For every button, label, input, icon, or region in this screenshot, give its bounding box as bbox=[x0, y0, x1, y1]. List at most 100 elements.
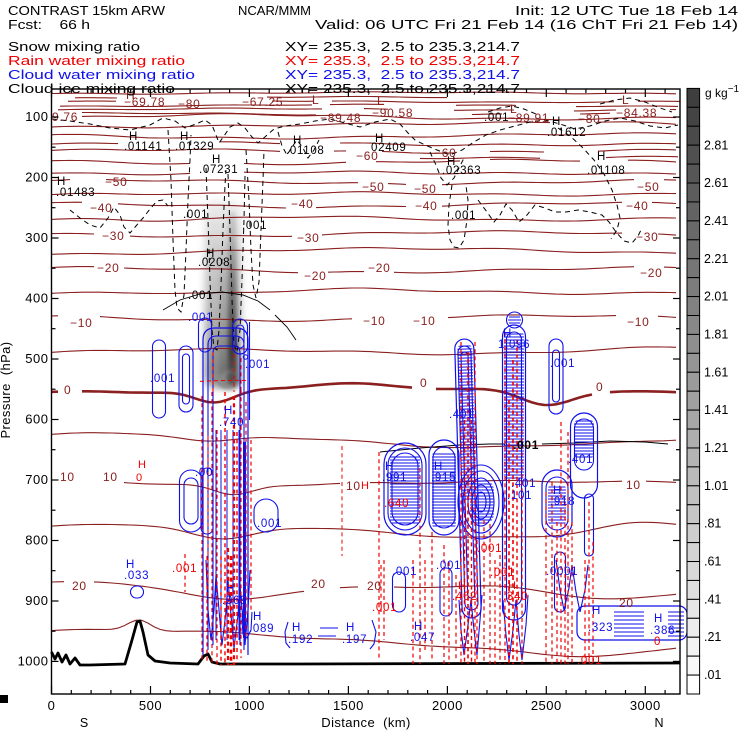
svg-text:2000: 2000 bbox=[432, 698, 463, 713]
svg-text:−89.91: −89.91 bbox=[508, 111, 549, 125]
svg-text:.991: .991 bbox=[382, 472, 407, 484]
svg-text:−40: −40 bbox=[90, 201, 112, 215]
svg-text:200: 200 bbox=[25, 170, 48, 185]
svg-text:H: H bbox=[503, 328, 512, 340]
svg-text:Fcst: 66 h: Fcst: 66 h bbox=[8, 17, 90, 32]
svg-text:Valid: 06 UTC Fri 21 Feb 14 (1: Valid: 06 UTC Fri 21 Feb 14 (16 ChT Fri … bbox=[315, 17, 738, 32]
svg-text:XY= 235.3, 2.5 to 235.3,214.7: XY= 235.3, 2.5 to 235.3,214.7 bbox=[285, 67, 520, 82]
svg-text:.462: .462 bbox=[452, 591, 477, 603]
svg-text:1.096: 1.096 bbox=[498, 339, 530, 351]
svg-text:Rain water mixing ratio: Rain water mixing ratio bbox=[8, 53, 185, 68]
svg-text:.918: .918 bbox=[550, 496, 575, 508]
svg-text:.21: .21 bbox=[704, 630, 721, 644]
svg-text:.00: .00 bbox=[195, 467, 213, 479]
svg-text:−10: −10 bbox=[413, 314, 435, 328]
svg-text:.0001: .0001 bbox=[546, 566, 578, 578]
svg-text:−69.78: −69.78 bbox=[124, 95, 165, 109]
svg-text:0: 0 bbox=[136, 472, 143, 484]
svg-text:−80: −80 bbox=[578, 112, 600, 126]
svg-text:600: 600 bbox=[25, 412, 48, 427]
svg-text:XY= 235.3, 2.5 to 235.3,214.7: XY= 235.3, 2.5 to 235.3,214.7 bbox=[285, 53, 520, 68]
svg-text:H: H bbox=[592, 605, 601, 617]
svg-text:−50: −50 bbox=[105, 175, 127, 189]
svg-text:−60: −60 bbox=[434, 146, 456, 160]
svg-text:.401: .401 bbox=[568, 454, 593, 466]
svg-text:20: 20 bbox=[367, 579, 382, 593]
svg-text:Snow mixing ratio: Snow mixing ratio bbox=[8, 39, 140, 54]
svg-text:H: H bbox=[597, 151, 606, 163]
svg-text:−67.25: −67.25 bbox=[242, 95, 283, 109]
svg-text:H: H bbox=[206, 248, 215, 260]
svg-text:.192: .192 bbox=[288, 634, 313, 646]
svg-text:−50: −50 bbox=[414, 182, 436, 196]
svg-text:.089: .089 bbox=[249, 623, 274, 635]
svg-text:−40: −40 bbox=[626, 199, 648, 213]
svg-text:.0208: .0208 bbox=[198, 257, 230, 269]
svg-text:H: H bbox=[552, 116, 561, 128]
svg-text:L: L bbox=[622, 93, 629, 107]
svg-text:400: 400 bbox=[25, 291, 48, 306]
svg-text:100: 100 bbox=[25, 109, 48, 124]
svg-text:.001: .001 bbox=[242, 220, 267, 232]
svg-text:.001: .001 bbox=[477, 543, 502, 555]
svg-text:10: 10 bbox=[346, 479, 361, 493]
svg-text:−40: −40 bbox=[291, 197, 313, 211]
svg-text:10: 10 bbox=[626, 478, 641, 492]
svg-text:.001: .001 bbox=[577, 655, 602, 667]
svg-text:−20: −20 bbox=[304, 269, 326, 283]
svg-text:1.21: 1.21 bbox=[704, 441, 728, 455]
svg-text:N: N bbox=[654, 716, 663, 730]
svg-text:.81: .81 bbox=[704, 517, 721, 531]
svg-text:.001: .001 bbox=[490, 567, 515, 579]
svg-text:700: 700 bbox=[25, 472, 48, 487]
svg-text:.001: .001 bbox=[451, 210, 476, 222]
svg-text:H: H bbox=[226, 583, 235, 595]
svg-text:−20: −20 bbox=[640, 266, 662, 280]
svg-text:10: 10 bbox=[103, 470, 118, 484]
svg-text:.01: .01 bbox=[704, 668, 721, 682]
svg-text:H: H bbox=[385, 461, 394, 473]
svg-text:9.76: 9.76 bbox=[52, 110, 78, 124]
svg-text:H: H bbox=[447, 156, 456, 168]
svg-text:.01141: .01141 bbox=[124, 141, 163, 153]
svg-text:−50: −50 bbox=[362, 180, 384, 194]
svg-text:3000: 3000 bbox=[630, 698, 661, 713]
svg-text:H: H bbox=[553, 485, 562, 497]
svg-text:.340: .340 bbox=[503, 591, 528, 603]
svg-text:.001: .001 bbox=[513, 438, 539, 452]
svg-text:2.81: 2.81 bbox=[704, 138, 728, 152]
svg-text:−20: −20 bbox=[368, 261, 390, 275]
svg-text:Pressure (hPa): Pressure (hPa) bbox=[0, 341, 13, 438]
svg-text:H: H bbox=[293, 135, 302, 147]
svg-text:.001: .001 bbox=[550, 358, 575, 370]
svg-text:0: 0 bbox=[64, 383, 71, 397]
svg-text:2500: 2500 bbox=[531, 698, 562, 713]
svg-text:.001: .001 bbox=[436, 560, 461, 572]
svg-text:H: H bbox=[224, 405, 233, 417]
svg-text:2.41: 2.41 bbox=[704, 214, 728, 228]
svg-text:H: H bbox=[126, 88, 135, 102]
svg-text:H: H bbox=[180, 131, 189, 143]
svg-text:Cloud water mixing ratio: Cloud water mixing ratio bbox=[8, 67, 195, 82]
svg-text:H: H bbox=[654, 613, 663, 625]
svg-text:S: S bbox=[80, 716, 88, 730]
svg-text:1000: 1000 bbox=[18, 653, 49, 668]
svg-text:H: H bbox=[508, 580, 517, 592]
svg-text:.197: .197 bbox=[342, 634, 367, 646]
svg-text:.001: .001 bbox=[172, 563, 197, 575]
svg-text:Cloud ice mixing ratio: Cloud ice mixing ratio bbox=[8, 81, 175, 96]
svg-text:.61: .61 bbox=[704, 555, 721, 569]
svg-text:−60: −60 bbox=[356, 149, 378, 163]
svg-text:20: 20 bbox=[311, 577, 326, 591]
svg-text:.740: .740 bbox=[219, 417, 244, 429]
svg-text:.323: .323 bbox=[588, 622, 613, 634]
svg-text:.969: .969 bbox=[222, 595, 247, 607]
svg-text:800: 800 bbox=[25, 533, 48, 548]
svg-text:.02363: .02363 bbox=[442, 165, 481, 177]
svg-text:CONTRAST 15km ARW: CONTRAST 15km ARW bbox=[8, 3, 166, 18]
svg-text:.01612: .01612 bbox=[547, 127, 586, 139]
svg-text:.01108: .01108 bbox=[587, 165, 626, 177]
svg-text:−10: −10 bbox=[363, 314, 385, 328]
svg-text:2.01: 2.01 bbox=[704, 290, 728, 304]
svg-text:1.81: 1.81 bbox=[704, 328, 728, 342]
